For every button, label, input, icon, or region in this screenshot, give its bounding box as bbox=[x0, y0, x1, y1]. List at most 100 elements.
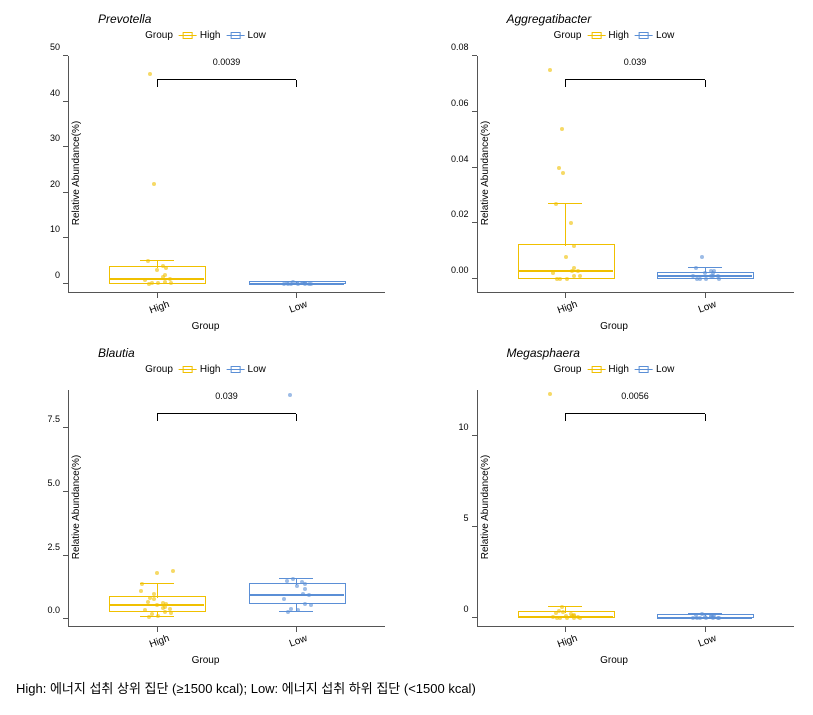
data-point bbox=[560, 605, 564, 609]
x-tick-label: Low bbox=[288, 299, 309, 316]
x-axis-label: Group bbox=[192, 321, 220, 332]
legend-item-low: Low bbox=[635, 364, 674, 375]
data-point bbox=[309, 603, 313, 607]
data-point bbox=[168, 607, 172, 611]
significance-tick bbox=[157, 414, 158, 421]
figure-caption: High: 에너지 섭취 상위 집단 (≥1500 kcal); Low: 에너… bbox=[8, 672, 813, 697]
y-tick-label: 0.04 bbox=[451, 154, 469, 164]
data-point bbox=[694, 266, 698, 270]
y-tick bbox=[63, 237, 68, 238]
legend-swatch-high bbox=[587, 31, 605, 40]
legend-item-low: Low bbox=[227, 364, 266, 375]
y-tick-label: 7.5 bbox=[47, 414, 60, 424]
legend-swatch-low bbox=[227, 31, 245, 40]
data-point bbox=[155, 603, 159, 607]
whisker bbox=[565, 607, 566, 613]
boxplot-panel: BlautiaGroupHighLowRelative Abundance(%)… bbox=[8, 342, 403, 672]
data-point bbox=[716, 616, 720, 620]
data-point bbox=[569, 612, 573, 616]
data-point bbox=[152, 597, 156, 601]
data-point bbox=[551, 271, 555, 275]
significance-tick bbox=[296, 414, 297, 421]
data-point bbox=[564, 255, 568, 259]
data-point bbox=[285, 579, 289, 583]
legend: GroupHighLow bbox=[145, 364, 266, 375]
data-point bbox=[300, 281, 304, 285]
data-point bbox=[558, 277, 562, 281]
data-point bbox=[303, 602, 307, 606]
whisker bbox=[565, 204, 566, 246]
data-point bbox=[143, 278, 147, 282]
legend-label-high: High bbox=[608, 30, 629, 41]
x-axis bbox=[68, 626, 385, 627]
data-point bbox=[295, 584, 299, 588]
y-tick-label: 0.02 bbox=[451, 209, 469, 219]
data-point bbox=[152, 182, 156, 186]
data-point bbox=[703, 271, 707, 275]
legend-title: Group bbox=[554, 364, 582, 375]
data-point bbox=[561, 610, 565, 614]
data-point bbox=[163, 273, 167, 277]
legend-swatch-low bbox=[635, 365, 653, 374]
legend-label-low: Low bbox=[248, 364, 266, 375]
y-tick-label: 0 bbox=[463, 604, 468, 614]
data-point bbox=[139, 589, 143, 593]
data-point bbox=[169, 611, 173, 615]
legend-swatch-high bbox=[179, 365, 197, 374]
x-tick bbox=[565, 293, 566, 298]
significance-tick bbox=[296, 80, 297, 87]
x-tick-label: Low bbox=[697, 633, 718, 650]
p-value-label: 0.039 bbox=[215, 391, 238, 401]
plot-area: 01020304050HighLow0.0039 bbox=[68, 56, 385, 293]
legend-item-low: Low bbox=[635, 30, 674, 41]
data-point bbox=[572, 266, 576, 270]
x-tick-label: Low bbox=[697, 299, 718, 316]
legend-title: Group bbox=[145, 30, 173, 41]
data-point bbox=[291, 280, 295, 284]
y-tick bbox=[472, 55, 477, 56]
whisker bbox=[157, 584, 158, 598]
data-point bbox=[716, 274, 720, 278]
box bbox=[518, 244, 615, 279]
x-axis-label: Group bbox=[600, 655, 628, 666]
data-point bbox=[156, 281, 160, 285]
plot-area: 0510HighLow0.0056 bbox=[477, 390, 794, 627]
y-tick-label: 0 bbox=[55, 270, 60, 280]
y-tick bbox=[472, 167, 477, 168]
y-tick-label: 2.5 bbox=[47, 542, 60, 552]
data-point bbox=[569, 221, 573, 225]
data-point bbox=[143, 608, 147, 612]
data-point bbox=[152, 592, 156, 596]
y-tick bbox=[472, 617, 477, 618]
x-tick bbox=[157, 627, 158, 632]
data-point bbox=[700, 612, 704, 616]
y-tick-label: 0.0 bbox=[47, 605, 60, 615]
y-tick-label: 0.00 bbox=[451, 265, 469, 275]
data-point bbox=[564, 614, 568, 618]
boxplot-panel: AggregatibacterGroupHighLowRelative Abun… bbox=[417, 8, 812, 338]
plot-area: 0.000.020.040.060.08HighLow0.039 bbox=[477, 56, 794, 293]
legend-item-high: High bbox=[587, 364, 629, 375]
significance-bar bbox=[157, 79, 296, 80]
data-point bbox=[698, 616, 702, 620]
data-point bbox=[565, 277, 569, 281]
y-tick-label: 40 bbox=[50, 88, 60, 98]
data-point bbox=[161, 264, 165, 268]
x-tick bbox=[565, 627, 566, 632]
significance-bar bbox=[565, 79, 704, 80]
y-tick bbox=[472, 435, 477, 436]
data-point bbox=[282, 597, 286, 601]
y-tick-label: 5 bbox=[463, 513, 468, 523]
y-tick bbox=[472, 278, 477, 279]
y-axis bbox=[477, 390, 478, 627]
x-tick bbox=[296, 293, 297, 298]
significance-tick bbox=[157, 80, 158, 87]
legend-label-low: Low bbox=[656, 364, 674, 375]
median-line bbox=[249, 594, 344, 596]
p-value-label: 0.0056 bbox=[621, 391, 649, 401]
data-point bbox=[691, 274, 695, 278]
panel-title: Megasphaera bbox=[507, 346, 580, 360]
data-point bbox=[148, 596, 152, 600]
legend: GroupHighLow bbox=[554, 30, 675, 41]
x-axis-label: Group bbox=[192, 655, 220, 666]
